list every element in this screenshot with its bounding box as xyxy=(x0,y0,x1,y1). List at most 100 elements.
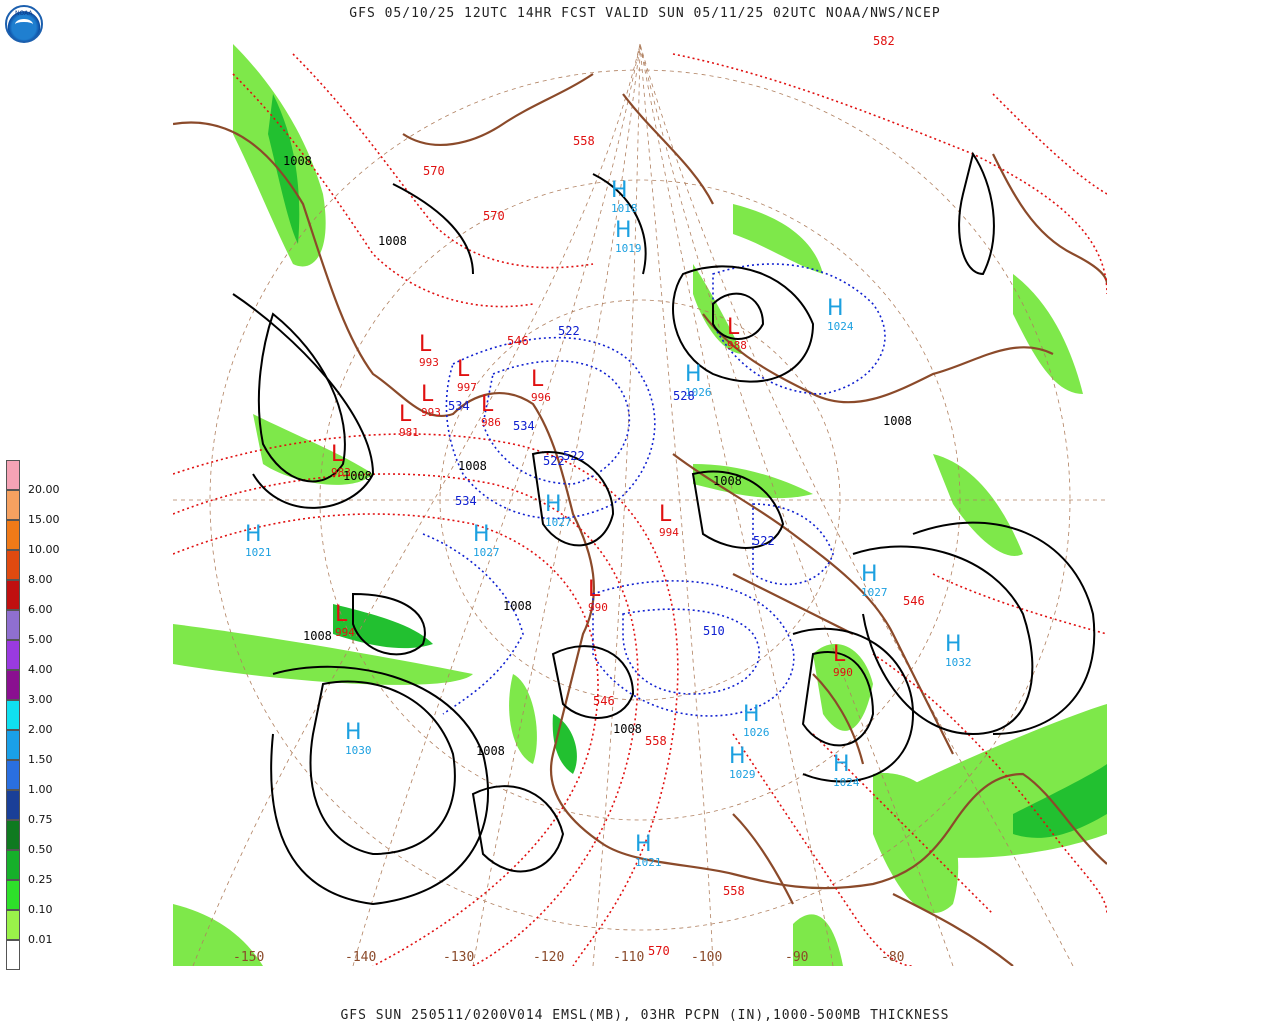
noaa-logo: NOAA xyxy=(5,5,43,43)
high-center: H 1026 xyxy=(743,704,770,740)
thickness-warm-label: 558 xyxy=(723,884,745,898)
high-h-icon: H xyxy=(861,562,878,587)
high-center: H 1021 xyxy=(245,524,272,560)
legend-swatch xyxy=(6,760,20,790)
low-center-value: 988 xyxy=(727,339,747,352)
legend-label: 5.00 xyxy=(28,633,53,646)
low-l-icon: L xyxy=(419,332,432,357)
legend-label: 0.50 xyxy=(28,843,53,856)
thickness-warm-label: 546 xyxy=(903,594,925,608)
low-l-icon: L xyxy=(833,642,846,667)
map-canvas xyxy=(173,43,1107,966)
high-h-icon: H xyxy=(833,752,850,777)
low-l-icon: L xyxy=(531,367,544,392)
high-center-value: 1026 xyxy=(743,726,770,739)
isobar-label: 1008 xyxy=(476,744,505,758)
low-center: L 988 xyxy=(727,317,747,353)
low-center-value: 981 xyxy=(399,426,419,439)
high-h-icon: H xyxy=(685,362,702,387)
high-h-icon: H xyxy=(545,492,562,517)
legend-swatch xyxy=(6,700,20,730)
low-l-icon: L xyxy=(457,357,470,382)
thickness-warm-label-value: 570 xyxy=(483,209,505,223)
thickness-cold-label-value: 522 xyxy=(543,454,565,468)
legend-label: 3.00 xyxy=(28,693,53,706)
thickness-cold-label-value: 528 xyxy=(673,389,695,403)
isobar-label-value: 1008 xyxy=(503,599,532,613)
thickness-cold-contours xyxy=(422,263,886,717)
longitude-label: -120 xyxy=(533,950,565,965)
high-center-value: 1024 xyxy=(833,776,860,789)
legend-label: 15.00 xyxy=(28,513,60,526)
high-center: H 1018 xyxy=(611,178,638,216)
thickness-warm-label-value: 558 xyxy=(573,134,595,148)
thickness-warm-label: 546 xyxy=(593,694,615,708)
longitude-label: -80 xyxy=(881,950,905,965)
low-center: L 994 xyxy=(659,502,679,540)
low-center: L 997 xyxy=(457,357,477,395)
latlon-grid xyxy=(173,43,1107,966)
legend-swatch xyxy=(6,550,20,580)
map-footer-caption: GFS SUN 250511/0200V014 EMSL(MB), 03HR P… xyxy=(340,1008,950,1023)
longitude-label: -90 xyxy=(785,950,809,965)
thickness-warm-label: 582 xyxy=(873,34,895,48)
low-center-value: 997 xyxy=(457,381,477,394)
low-center-value: 990 xyxy=(833,666,853,679)
legend-label: 0.10 xyxy=(28,903,53,916)
isobar-label: 1008 xyxy=(343,469,372,483)
isobar-label-value: 1008 xyxy=(476,744,505,758)
noaa-logo-text: NOAA xyxy=(15,10,33,17)
low-l-icon: L xyxy=(481,392,494,417)
legend-label: 1.00 xyxy=(28,783,53,796)
high-center: H 1032 xyxy=(945,634,972,670)
precip-layer xyxy=(173,44,1107,966)
high-h-icon: H xyxy=(345,720,362,745)
isobar-label: 1008 xyxy=(503,599,532,613)
isobar-label-value: 1008 xyxy=(713,474,742,488)
low-l-icon: L xyxy=(399,402,412,427)
legend-label: 8.00 xyxy=(28,573,53,586)
map-title: GFS 05/10/25 12UTC 14HR FCST VALID SUN 0… xyxy=(349,6,941,21)
legend-swatch xyxy=(6,730,20,760)
high-center: H 1021 xyxy=(635,834,662,870)
thickness-warm-label: 570 xyxy=(483,209,505,223)
isobar-label: 1008 xyxy=(883,414,912,428)
thickness-warm-label: 570 xyxy=(423,164,445,178)
high-center-value: 1030 xyxy=(345,744,372,757)
legend-label: 1.50 xyxy=(28,753,53,766)
high-h-icon: H xyxy=(473,522,490,547)
low-center-value: 996 xyxy=(531,391,551,404)
thickness-cold-label-value: 522 xyxy=(563,449,585,463)
legend-swatch xyxy=(6,820,20,850)
high-center: H 1029 xyxy=(729,746,756,782)
thickness-cold-label: 534 xyxy=(448,399,470,413)
thickness-warm-label: 570 xyxy=(648,944,670,958)
isobar-label-value: 1008 xyxy=(378,234,407,248)
low-l-icon: L xyxy=(659,502,672,527)
legend-label: 0.25 xyxy=(28,873,53,886)
high-center-value: 1024 xyxy=(827,320,854,333)
high-center: H 1027 xyxy=(545,492,572,530)
thickness-warm-label-value: 582 xyxy=(873,34,895,48)
high-center-value: 1027 xyxy=(545,516,572,529)
legend-swatch xyxy=(6,790,20,820)
low-center-value: 986 xyxy=(481,416,501,429)
low-center: L 990 xyxy=(833,642,853,680)
thickness-cold-label: 534 xyxy=(513,419,535,433)
high-h-icon: H xyxy=(827,296,844,321)
thickness-warm-label-value: 546 xyxy=(507,334,529,348)
legend-swatch xyxy=(6,490,20,520)
high-center-value: 1027 xyxy=(473,546,500,559)
high-h-icon: H xyxy=(611,178,628,203)
legend-swatch xyxy=(6,910,20,940)
thickness-cold-label-value: 534 xyxy=(455,494,477,508)
thickness-cold-label: 522 xyxy=(558,324,580,338)
low-l-icon: L xyxy=(421,382,434,407)
high-center-value: 1019 xyxy=(615,242,642,255)
legend-swatch xyxy=(6,610,20,640)
legend-label: 0.75 xyxy=(28,813,53,826)
longitude-label: -110 xyxy=(613,950,645,965)
low-center: L 983 xyxy=(331,444,351,480)
legend-label: 6.00 xyxy=(28,603,53,616)
thickness-warm-label-value: 546 xyxy=(903,594,925,608)
